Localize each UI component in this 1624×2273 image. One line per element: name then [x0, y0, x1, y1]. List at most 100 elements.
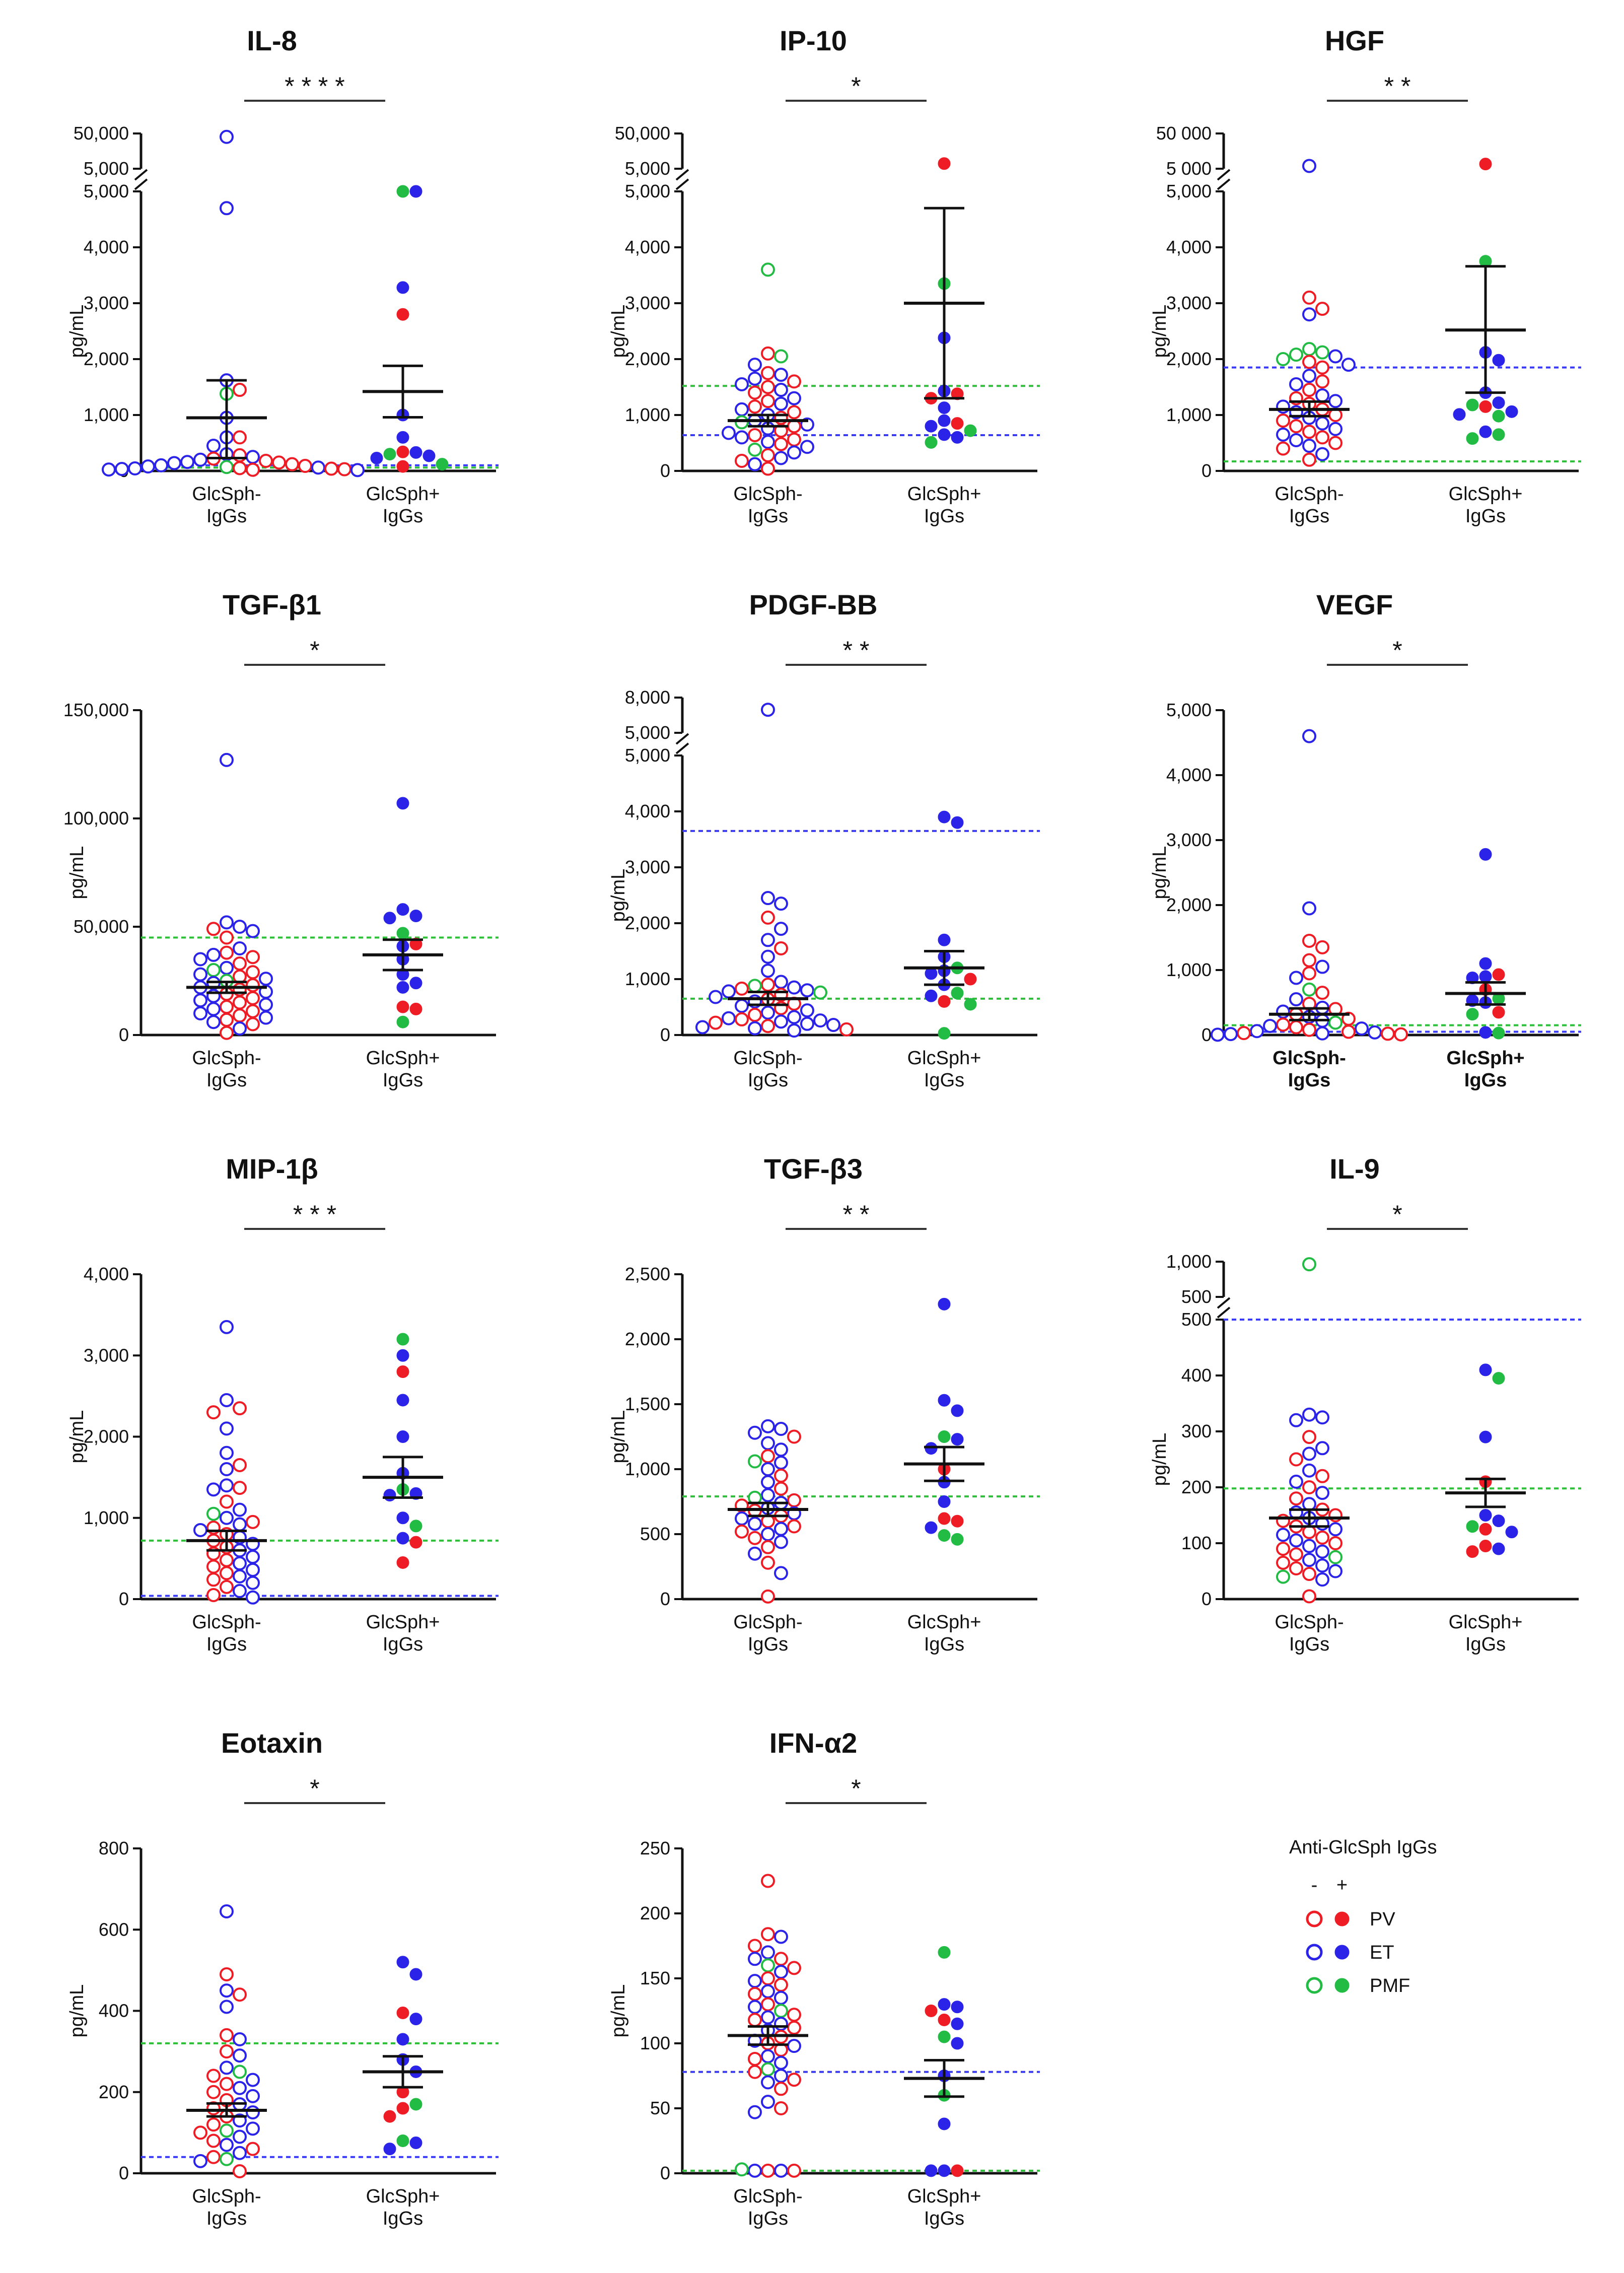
data-point-pv-negative	[735, 1012, 749, 1026]
y-tick-label: 5,000	[625, 722, 670, 743]
x-category-label: GlcSph+ IgGs	[1446, 1048, 1524, 1091]
data-point-pv-positive	[938, 157, 951, 170]
significance-stars: * * *	[293, 1200, 336, 1228]
data-point-pmf-positive	[938, 1027, 951, 1040]
y-tick-label: 3,000	[1166, 830, 1212, 850]
data-point-et-negative	[246, 2105, 260, 2120]
y-tick-label: 0	[660, 2163, 670, 2183]
data-point-et-negative	[722, 426, 736, 440]
y-tick-label: 0	[1202, 1024, 1212, 1045]
data-point-pv-positive	[396, 2007, 409, 2020]
chart-panel: TGF-β3 * * pg/mL 0 500 1,000 1,500 2,000 2,500 Gl…	[608, 1153, 1040, 1655]
data-point-et-negative	[1302, 369, 1316, 383]
data-point-pmf-positive	[383, 448, 396, 461]
data-point-pmf-negative	[761, 1958, 775, 1973]
data-point-pv-negative	[233, 383, 247, 397]
data-point-pv-negative	[206, 2069, 221, 2083]
data-point-pv-negative	[220, 1967, 234, 1981]
data-point-et-positive	[396, 1532, 409, 1545]
data-point-pv-negative	[246, 965, 260, 980]
data-point-et-negative	[246, 2121, 260, 2136]
data-point-et-negative	[220, 1462, 234, 1476]
y-tick-label: 200	[99, 2082, 129, 2102]
data-point-et-negative	[774, 2055, 788, 2070]
data-point-et-negative	[246, 1575, 260, 1590]
data-point-pv-negative	[220, 930, 234, 945]
y-tick-label: 3,000	[84, 1345, 129, 1365]
x-category-label: GlcSph+ IgGs	[366, 484, 440, 527]
data-point-pv-negative	[1302, 1022, 1316, 1037]
data-point-et-positive	[951, 431, 964, 444]
y-tick-label: 0	[119, 1024, 129, 1045]
legend-label: PMF	[1370, 1975, 1410, 1996]
data-point-pv-negative	[761, 448, 775, 462]
data-point-et-negative	[774, 1965, 788, 1979]
data-point-et-positive	[951, 816, 964, 829]
data-point-et-negative	[233, 2129, 247, 2144]
data-point-et-negative	[220, 752, 234, 767]
y-axis-label: pg/mL	[608, 305, 629, 358]
y-axis-label: pg/mL	[608, 869, 629, 922]
data-point-pv-positive	[951, 2164, 964, 2177]
data-point-pv-negative	[748, 2051, 762, 2066]
data-point-et-negative	[1302, 307, 1316, 322]
data-point-pv-negative	[1315, 940, 1329, 954]
axis-break	[675, 178, 689, 190]
data-point-pv-negative	[748, 2013, 762, 2027]
panel-title: PDGF-BB	[749, 589, 877, 621]
data-point-pmf-positive	[436, 458, 449, 471]
data-point-pv-negative	[246, 991, 260, 1005]
data-point-et-positive	[396, 1349, 409, 1362]
data-point-et-positive	[409, 977, 422, 990]
y-tick-label: 3,000	[84, 293, 129, 313]
axis-break	[134, 169, 148, 181]
data-point-et-negative	[1289, 433, 1303, 447]
data-point-pv-negative	[1315, 374, 1329, 389]
data-point-pv-negative	[735, 454, 749, 468]
data-point-pmf-positive	[409, 2098, 422, 2111]
data-point-pv-positive	[951, 387, 964, 400]
data-point-pmf-positive	[951, 1533, 964, 1546]
data-point-et-negative	[233, 2048, 247, 2063]
data-point-pv-negative	[259, 454, 273, 468]
data-point-et-positive	[396, 281, 409, 294]
x-category-label: GlcSph+ IgGs	[366, 2186, 440, 2229]
data-point-et-negative	[233, 920, 247, 934]
data-point-et-negative	[774, 2017, 788, 2031]
data-point-et-negative	[774, 1456, 788, 1470]
y-tick-label: 2,000	[625, 1329, 670, 1349]
x-category-label: GlcSph-IgGs	[1275, 1612, 1344, 1655]
legend-title: Anti-GlcSph IgGs	[1289, 1837, 1437, 1858]
data-point-pv-negative	[774, 1977, 788, 1992]
data-point-et-positive	[1479, 1363, 1492, 1376]
y-tick-label: 1,000	[1166, 1251, 1212, 1272]
data-point-pv-negative	[761, 1589, 775, 1604]
data-point-pmf-positive	[1492, 1026, 1505, 1040]
data-point-pmf-positive	[951, 987, 964, 1000]
data-point-pv-positive	[938, 1512, 951, 1525]
data-point-et-negative	[220, 1445, 234, 1460]
y-tick-label: 3,000	[625, 857, 670, 877]
data-point-et-negative	[167, 456, 181, 470]
y-tick-label: 0	[660, 1589, 670, 1609]
data-point-et-negative	[259, 972, 273, 986]
significance-stars: *	[851, 1774, 861, 1803]
data-point-et-negative	[761, 1005, 775, 1020]
data-point-pv-negative	[1302, 355, 1316, 369]
data-point-et-positive	[396, 1511, 409, 1525]
data-point-pv-negative	[787, 1493, 801, 1507]
data-point-et-negative	[180, 455, 194, 469]
y-axis-label: pg/mL	[1149, 846, 1170, 900]
data-point-pv-positive	[951, 417, 964, 430]
data-point-pmf-negative	[1276, 352, 1290, 366]
data-point-pmf-negative	[761, 262, 775, 277]
data-point-pv-positive	[383, 2110, 396, 2123]
data-point-et-positive	[383, 1489, 396, 1502]
data-point-pv-negative	[1289, 1547, 1303, 1562]
y-tick-label: 0	[660, 1024, 670, 1045]
y-tick-label: 250	[640, 1838, 670, 1858]
data-point-pv-negative	[220, 2028, 234, 2042]
axis-break	[1217, 169, 1231, 181]
data-point-et-negative	[193, 2154, 207, 2168]
